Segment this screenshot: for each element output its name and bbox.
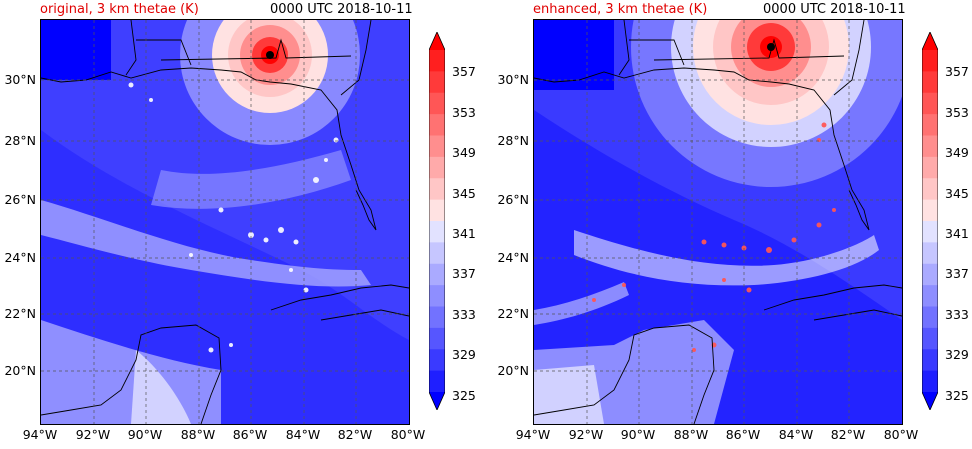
colorbar-band	[922, 370, 938, 393]
panel-datetime: 0000 UTC 2018-10-11	[763, 2, 906, 17]
colorbar-tick: 345	[452, 186, 476, 201]
colorbar-extend-max	[922, 32, 938, 50]
colorbar-extend-max	[429, 32, 445, 50]
colorbar-band	[922, 242, 938, 265]
colorbar-band	[922, 114, 938, 136]
lon-label: 80°W	[390, 427, 426, 442]
colorbar-tick: 341	[945, 226, 969, 241]
lat-label: 22°N	[4, 306, 36, 321]
colorbar-band	[429, 349, 445, 372]
lat-label: 26°N	[497, 192, 529, 207]
colorbar-band	[922, 71, 938, 94]
lat-label: 26°N	[4, 192, 36, 207]
lat-label: 22°N	[497, 306, 529, 321]
lon-label: 86°W	[232, 427, 268, 442]
colorbar-tick: 349	[452, 145, 476, 160]
colorbar-band	[429, 306, 445, 329]
colorbar-tick: 329	[945, 347, 969, 362]
colorbar-tick: 337	[452, 266, 476, 281]
colorbar	[922, 32, 938, 410]
colorbar-tick: 333	[452, 307, 476, 322]
panel-title: original, 3 km thetae (K)	[40, 2, 199, 17]
colorbar-tick: 337	[945, 266, 969, 281]
lat-label: 30°N	[497, 72, 529, 87]
colorbar-band	[429, 50, 445, 72]
lat-label: 28°N	[4, 133, 36, 148]
colorbar-band	[922, 135, 938, 158]
colorbar-tick: 329	[452, 347, 476, 362]
left-panel: original, 3 km thetae (K) 0000 UTC 2018-…	[4, 2, 476, 442]
map-field	[534, 20, 902, 424]
colorbar-band	[429, 263, 445, 286]
colorbar-tick: 357	[945, 64, 969, 79]
colorbar-band	[429, 178, 445, 201]
colorbar-band	[922, 156, 938, 179]
lon-label: 84°W	[778, 427, 814, 442]
colorbar-band	[922, 285, 938, 307]
colorbar-tick: 357	[452, 64, 476, 79]
lat-label: 30°N	[4, 72, 36, 87]
colorbar-band	[922, 263, 938, 286]
lon-label: 86°W	[725, 427, 761, 442]
lon-label: 90°W	[620, 427, 656, 442]
lon-label: 88°W	[673, 427, 709, 442]
colorbar-band	[429, 92, 445, 115]
colorbar-tick: 345	[945, 186, 969, 201]
colorbar-band	[429, 370, 445, 393]
lat-label: 24°N	[4, 250, 36, 265]
lat-label: 24°N	[497, 250, 529, 265]
lon-label: 88°W	[180, 427, 216, 442]
colorbar-extend-min	[429, 392, 445, 410]
colorbar-band	[429, 199, 445, 222]
colorbar-tick: 341	[452, 226, 476, 241]
lon-label: 92°W	[568, 427, 604, 442]
lon-label: 80°W	[883, 427, 919, 442]
colorbar-band	[922, 221, 938, 243]
right-panel: enhanced, 3 km thetae (K) 0000 UTC 2018-…	[493, 0, 972, 449]
colorbar-band	[429, 114, 445, 136]
colorbar-band	[429, 221, 445, 243]
colorbar-band	[429, 327, 445, 350]
colorbar-tick: 333	[945, 307, 969, 322]
colorbar-scale	[922, 32, 938, 410]
lon-label: 92°W	[75, 427, 111, 442]
thetae-map-enhanced	[533, 19, 903, 425]
colorbar-tick: 353	[452, 105, 476, 120]
colorbar-band	[429, 285, 445, 307]
colorbar-scale	[429, 32, 445, 410]
colorbar-band	[922, 306, 938, 329]
colorbar-tick: 353	[945, 105, 969, 120]
lon-label: 82°W	[830, 427, 866, 442]
lon-label: 84°W	[285, 427, 321, 442]
thetae-map-original	[40, 19, 410, 425]
colorbar-band	[429, 71, 445, 94]
panel-datetime: 0000 UTC 2018-10-11	[270, 2, 413, 17]
colorbar-tick: 349	[945, 145, 969, 160]
lat-label: 20°N	[4, 363, 36, 378]
colorbar-band	[429, 135, 445, 158]
colorbar-extend-min	[922, 392, 938, 410]
lon-label: 94°W	[22, 427, 58, 442]
lon-label: 82°W	[337, 427, 373, 442]
colorbar	[429, 32, 445, 410]
panel-title: enhanced, 3 km thetae (K)	[533, 2, 708, 17]
lon-label: 94°W	[515, 427, 551, 442]
colorbar-band	[429, 156, 445, 179]
lon-label: 90°W	[127, 427, 163, 442]
colorbar-band	[922, 92, 938, 115]
colorbar-band	[922, 199, 938, 222]
lat-label: 28°N	[497, 133, 529, 148]
colorbar-tick: 325	[452, 388, 476, 403]
lat-label: 20°N	[497, 363, 529, 378]
map-field	[41, 20, 409, 424]
colorbar-band	[922, 178, 938, 201]
colorbar-band	[922, 50, 938, 72]
colorbar-tick: 325	[945, 388, 969, 403]
colorbar-band	[429, 242, 445, 265]
colorbar-band	[922, 327, 938, 350]
colorbar-band	[922, 349, 938, 372]
